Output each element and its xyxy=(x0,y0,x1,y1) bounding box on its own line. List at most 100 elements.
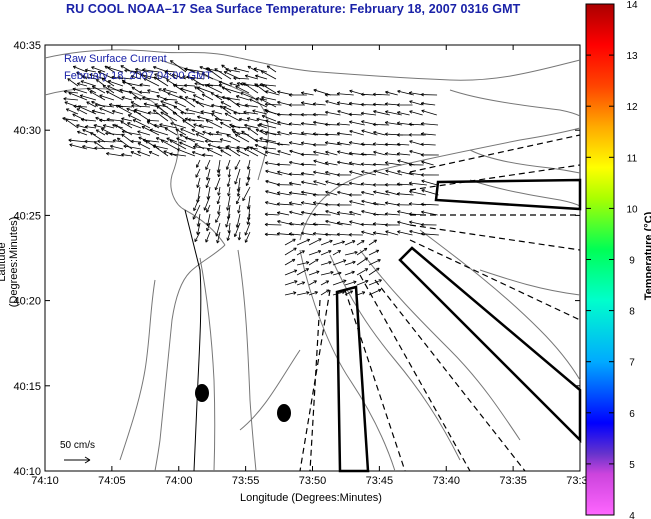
current-vector-head xyxy=(409,230,412,234)
current-vector-head xyxy=(121,117,125,119)
current-vector-head xyxy=(276,142,280,145)
current-vector xyxy=(227,177,231,187)
current-vector xyxy=(409,190,426,196)
current-vector-head xyxy=(349,200,352,204)
current-vector-head xyxy=(337,101,341,104)
current-vector-head xyxy=(216,169,219,173)
current-vector-head xyxy=(336,232,340,235)
current-vector-head xyxy=(409,110,412,114)
current-vector xyxy=(325,162,338,166)
current-vector-head xyxy=(247,66,250,70)
current-vector-head xyxy=(325,150,329,153)
current-vector-head xyxy=(79,95,83,98)
current-vector-head xyxy=(193,217,196,220)
current-vector-head xyxy=(384,102,388,105)
current-vector xyxy=(262,147,277,150)
current-vector-head xyxy=(277,90,281,92)
current-vector xyxy=(349,171,363,176)
current-vector xyxy=(284,247,297,256)
current-vector-head xyxy=(261,84,264,88)
current-vector-head xyxy=(260,129,264,131)
current-vector-head xyxy=(194,86,197,90)
current-vector-head xyxy=(128,91,131,95)
current-vector-head xyxy=(300,232,304,236)
current-vector-head xyxy=(247,221,250,225)
current-vector-head xyxy=(337,160,341,163)
current-vector-head xyxy=(227,207,230,211)
current-vector-head xyxy=(421,210,425,213)
current-vector xyxy=(373,131,386,136)
current-vector-head xyxy=(384,202,388,205)
current-vector-head xyxy=(420,132,424,135)
current-vector xyxy=(385,111,402,116)
current-vector-head xyxy=(313,159,317,161)
current-vector xyxy=(325,210,341,216)
current-vector-head xyxy=(379,279,382,283)
current-vector-head xyxy=(229,124,232,127)
current-vector-head xyxy=(197,116,200,119)
current-vector-head xyxy=(348,113,352,117)
current-vector xyxy=(214,68,232,80)
current-vector-head xyxy=(397,210,401,212)
current-vector-head xyxy=(120,121,123,125)
current-vector-head xyxy=(293,259,296,263)
current-vector xyxy=(102,85,115,94)
current-vector-head xyxy=(142,96,146,98)
current-vector-head xyxy=(221,95,225,98)
current-vector-head xyxy=(397,159,401,161)
current-vector xyxy=(385,162,402,166)
current-vector xyxy=(409,203,426,206)
current-vector-head xyxy=(223,71,227,75)
current-vector xyxy=(373,110,390,116)
current-vector xyxy=(120,120,133,129)
current-vector xyxy=(373,213,386,216)
current-vector-head xyxy=(147,89,150,93)
current-vector xyxy=(368,249,379,256)
current-vector-head xyxy=(337,151,340,154)
current-vector-head xyxy=(288,104,292,107)
coverage-wedges xyxy=(335,178,582,473)
current-vector-head xyxy=(169,60,172,64)
colorbar-ticks: 4 5 6 7 8 9 10 11 12 13 14 xyxy=(586,0,638,519)
current-vector-head xyxy=(229,82,233,86)
current-vector-head xyxy=(106,153,109,156)
current-vector xyxy=(235,133,250,143)
current-vector xyxy=(184,68,205,73)
current-vector-head xyxy=(261,95,265,98)
current-vector-head xyxy=(262,145,266,148)
current-vector-head xyxy=(420,101,425,104)
current-vector-head xyxy=(277,220,280,224)
current-vector-head xyxy=(277,170,281,173)
current-vector xyxy=(147,89,160,94)
current-vector-head xyxy=(211,113,214,117)
current-vector-head xyxy=(372,212,376,215)
current-vector xyxy=(361,112,377,116)
current-vector xyxy=(103,124,115,129)
current-vector xyxy=(112,139,124,143)
current-vector-head xyxy=(349,170,353,172)
current-vector-head xyxy=(103,124,107,126)
current-vector-head xyxy=(253,67,257,69)
current-vector-head xyxy=(312,223,316,226)
current-vector-head xyxy=(65,118,68,123)
current-vector xyxy=(265,120,282,126)
current-vector xyxy=(95,104,115,108)
current-vector-head xyxy=(409,220,413,223)
current-vector xyxy=(111,76,124,80)
current-vector-head xyxy=(198,124,203,126)
current-vector xyxy=(361,200,379,206)
current-vector-head xyxy=(420,203,424,207)
current-vector xyxy=(332,259,347,266)
current-vector-head xyxy=(193,123,196,127)
current-vector-head xyxy=(376,250,380,253)
current-vector xyxy=(277,203,294,206)
current-vector-head xyxy=(326,280,330,284)
current-vector-head xyxy=(167,92,170,96)
current-vector xyxy=(76,108,88,115)
current-vector-head xyxy=(172,84,175,88)
current-vector-head xyxy=(349,171,352,174)
current-vector-head xyxy=(409,229,413,232)
current-vector-head xyxy=(94,103,99,106)
current-vector xyxy=(320,250,332,256)
current-vector-head xyxy=(348,102,352,106)
